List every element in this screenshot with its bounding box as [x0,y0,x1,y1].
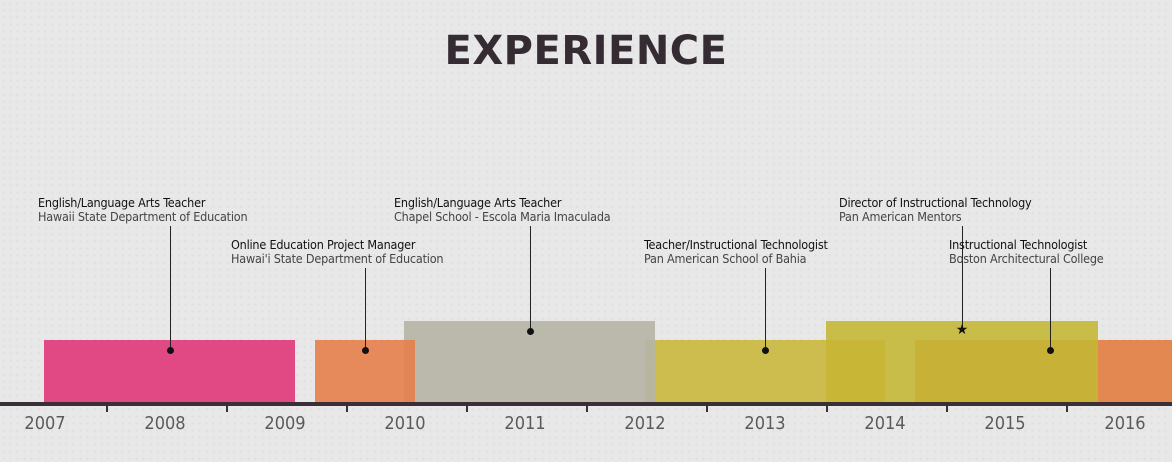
axis-tick [106,406,108,412]
job-role: Teacher/Instructional Technologist [644,237,828,252]
job-organization: Pan American School of Bahia [644,251,807,266]
year-label-2007: 2007 [24,413,66,434]
year-label-2014: 2014 [864,413,906,434]
job-organization: Hawaii State Department of Education [38,209,248,224]
job-leader-line [365,268,366,350]
page-title: EXPERIENCE [444,28,728,74]
year-label-2012: 2012 [624,413,666,434]
axis-tick [346,406,348,412]
axis-tick [946,406,948,412]
job-label-4: Teacher/Instructional Technologist Pan Am… [644,238,828,266]
job-leader-line [1050,268,1051,350]
job-organization: Hawai'i State Department of Education [231,251,444,266]
job-role: Director of Instructional Technology [839,195,1032,210]
job-organization: Pan American Mentors [839,209,962,224]
job-organization: Chapel School - Escola Maria Imaculada [394,209,611,224]
year-label-2010: 2010 [384,413,426,434]
job-label-2: Online Education Project Manager Hawai'i … [231,237,444,266]
job-leader-line [765,268,766,350]
timeline-axis [0,402,1172,406]
job-role: English/Language Arts Teacher [394,195,562,210]
job-role: Online Education Project Manager [231,237,416,252]
year-label-2008: 2008 [144,413,186,434]
job-leader-line [530,226,531,331]
axis-tick [466,406,468,412]
job-organization: Boston Architectural College [949,251,1104,266]
axis-tick [586,406,588,412]
year-label-2013: 2013 [744,413,786,434]
job-marker-dot[interactable] [527,328,534,335]
job-marker-dot[interactable] [762,347,769,354]
star-icon[interactable]: ★ [955,322,969,338]
job-marker-dot[interactable] [1047,347,1054,354]
job-label-3: English/Language Arts Teacher Chapel Scho… [394,196,611,224]
year-label-2009: 2009 [264,413,306,434]
job-label-5: Director of Instructional Technology Pan … [839,195,1032,224]
axis-tick [706,406,708,412]
job-marker-dot[interactable] [167,347,174,354]
year-label-2015: 2015 [984,413,1026,434]
axis-tick [1066,406,1068,412]
job-leader-line [962,226,963,331]
job-leader-line [170,226,171,350]
job-role: Instructional Technologist [949,237,1088,252]
job-marker-dot[interactable] [362,347,369,354]
job-role: English/Language Arts Teacher [38,195,206,210]
year-label-2016: 2016 [1104,413,1146,434]
job-label-6: Instructional Technologist Boston Archite… [949,238,1104,266]
year-label-2011: 2011 [504,413,546,434]
axis-tick [826,406,828,412]
axis-tick [226,406,228,412]
job-label-1: English/Language Arts Teacher Hawaii Stat… [38,195,248,224]
